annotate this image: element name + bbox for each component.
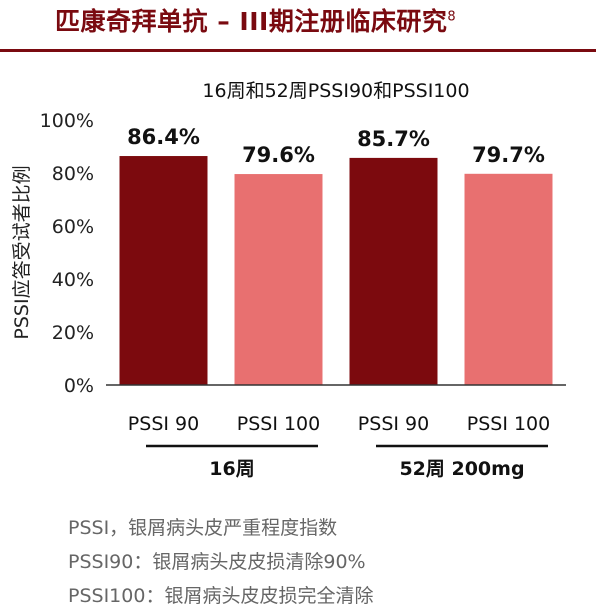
group-label: 16周 (209, 458, 254, 480)
x-tick-label: PSSI 90 (358, 413, 429, 435)
y-tick-label: 60% (52, 216, 94, 238)
chart-title: 16周和52周PSSI90和PSSI100 (202, 80, 469, 102)
bar (234, 174, 323, 385)
x-tick-label: PSSI 100 (467, 413, 551, 435)
bar-chart: 16周和52周PSSI90和PSSI100 0% 20% 40% 60% 80% 100% P… (11, 80, 566, 480)
x-tick-label: PSSI 100 (237, 413, 321, 435)
bar-value-label: 85.7% (357, 127, 430, 151)
footnote-1: PSSI，银屑病头皮严重程度指数 (68, 517, 338, 539)
y-tick-label: 100% (40, 110, 94, 132)
x-tick-label: PSSI 90 (128, 413, 199, 435)
footnote-2: PSSI90：银屑病头皮皮损清除90% (68, 551, 366, 573)
y-tick-label: 20% (52, 322, 94, 344)
y-tick-label: 80% (52, 163, 94, 185)
title-bar: 匹康奇拜单抗 – III期注册临床研究8 (0, 0, 596, 52)
footnote-3: PSSI100：银屑病头皮皮损完全清除 (68, 585, 374, 607)
bar-value-label: 79.7% (472, 143, 545, 167)
bar (119, 156, 208, 385)
bar-value-label: 86.4% (127, 125, 200, 149)
group-label: 52周 200mg (399, 458, 524, 480)
y-tick-label: 0% (64, 375, 94, 397)
bar (349, 157, 438, 385)
title-reference: 8 (447, 9, 457, 25)
page-title: 匹康奇拜单抗 – III期注册临床研究8 (55, 7, 457, 36)
y-tick-label: 40% (52, 269, 94, 291)
y-axis-label: PSSI应答受试者比例 (11, 165, 33, 339)
title-underline (0, 49, 596, 52)
bar (464, 173, 553, 385)
bar-value-label: 79.6% (242, 143, 315, 167)
